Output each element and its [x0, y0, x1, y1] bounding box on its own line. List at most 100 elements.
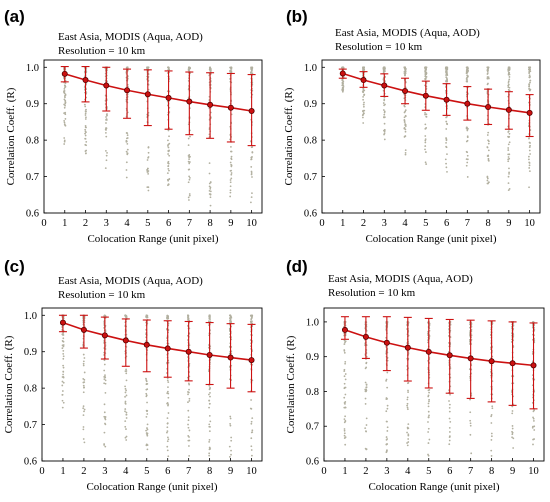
x-tick-label: 8 [485, 218, 490, 229]
scatter-point [445, 128, 448, 130]
scatter-point [188, 178, 191, 181]
scatter-point [469, 424, 472, 427]
scatter-point [511, 430, 513, 433]
scatter-point [188, 445, 190, 447]
mean-marker [143, 341, 150, 348]
scatter-point [250, 407, 253, 410]
scatter-point [250, 146, 253, 149]
scatter-point [125, 176, 128, 179]
scatter-point [508, 167, 510, 170]
x-tick-label: 3 [382, 218, 387, 229]
mean-marker [82, 77, 89, 84]
scatter-point [382, 109, 385, 111]
mean-marker [341, 326, 348, 333]
scatter-point [424, 127, 427, 130]
mean-markers [339, 70, 533, 116]
scatter-point [445, 166, 448, 169]
scatter-point [85, 116, 87, 119]
scatter-point [103, 314, 106, 317]
x-axis-ticks: 0 1 2 3 4 5 6 7 8 9 10 [321, 458, 539, 477]
scatter-point [511, 412, 514, 415]
scatter-point [386, 407, 389, 410]
scatter-point [424, 145, 427, 147]
scatter-point [528, 137, 530, 140]
scatter-point [83, 410, 85, 413]
scatter-point [365, 448, 368, 451]
scatter-point [487, 149, 490, 152]
scatter-point [82, 405, 85, 408]
scatter-point [448, 439, 451, 442]
chart-panel-c: (c) East Asia, MODIS (Aqua, AOD) Resolut… [3, 257, 263, 493]
scatter-point [230, 150, 233, 153]
scatter-point [491, 405, 494, 408]
scatter-point [512, 447, 515, 449]
scatter-point [406, 406, 409, 409]
scatter-point [364, 390, 367, 393]
scatter-point [445, 137, 447, 139]
scatter-point [61, 347, 64, 350]
scatter-point [491, 407, 494, 410]
scatter-point [105, 116, 107, 118]
scatter-point [125, 137, 128, 140]
mean-marker [383, 339, 390, 346]
scatter-point [84, 132, 86, 135]
mean-marker [505, 106, 512, 113]
scatter-point [445, 120, 448, 123]
scatter-point [209, 67, 212, 70]
mean-marker [464, 100, 471, 107]
mean-marker [124, 87, 131, 94]
x-tick-label: 5 [423, 218, 428, 229]
scatter-point [507, 143, 510, 146]
scatter-point [209, 395, 211, 398]
scatter-point [466, 80, 468, 83]
y-tick-label: 0.9 [24, 347, 37, 358]
scatter-point [167, 146, 170, 149]
scatter-point [146, 159, 149, 161]
scatter-point [404, 124, 407, 126]
scatter-point [486, 182, 489, 185]
scatter-point [62, 355, 65, 358]
scatter-point [507, 82, 510, 84]
scatter-point [208, 193, 211, 195]
scatter-point [406, 408, 409, 411]
scatter-point [103, 376, 106, 378]
scatter-point [125, 132, 128, 134]
scatter-point [208, 440, 211, 443]
scatter-point [424, 138, 427, 141]
scatter-point [466, 176, 469, 178]
scatter-point [146, 171, 149, 173]
plot-frame [321, 59, 541, 214]
scatter-point [404, 67, 407, 70]
scatter-point [511, 436, 513, 439]
x-tick-label: 4 [405, 466, 411, 477]
scatter-point [344, 393, 347, 396]
scatter-point [230, 158, 233, 161]
scatter-point [105, 122, 107, 124]
scatter-point [403, 127, 406, 129]
mean-line [62, 321, 252, 361]
scatter-point [466, 129, 469, 132]
scatter-point [250, 166, 253, 168]
x-tick-label: 9 [510, 466, 515, 477]
scatter-point [250, 170, 253, 173]
scatter-point [63, 119, 66, 122]
scatter-point [528, 71, 531, 74]
scatter-point [82, 391, 85, 394]
x-tick-label: 7 [187, 218, 192, 229]
scatter-point [187, 423, 189, 426]
scatter-point [362, 68, 365, 71]
scatter-point [166, 317, 168, 320]
scatter-point [168, 178, 171, 181]
plot-frame [41, 307, 263, 462]
scatter-point [208, 185, 211, 188]
scatter-point [528, 85, 531, 88]
scatter-point [105, 159, 108, 162]
scatter-point [63, 143, 66, 145]
scatter-point [230, 316, 233, 319]
scatter-point [344, 373, 347, 375]
scatter-point [425, 163, 428, 165]
scatter-point [188, 399, 191, 402]
scatter-point [229, 189, 232, 192]
scatter-point [103, 431, 106, 434]
scatter-point [343, 351, 346, 354]
